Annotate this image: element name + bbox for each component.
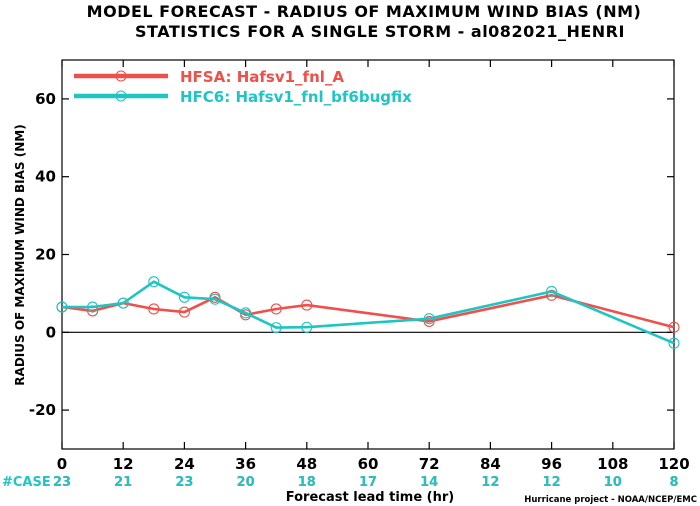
chart-subtitle: STATISTICS FOR A SINGLE STORM - al082021… xyxy=(135,22,625,41)
case-count-1: 12 xyxy=(543,475,561,490)
x-tick-label: 24 xyxy=(174,455,195,473)
x-tick-label: 36 xyxy=(235,455,256,473)
data-point-0 xyxy=(178,306,190,318)
case-count-0: 17 xyxy=(359,475,377,490)
data-point-1 xyxy=(178,291,190,303)
case-count-1: 20 xyxy=(237,475,255,490)
data-point-1 xyxy=(546,285,558,298)
data-point-1 xyxy=(87,301,99,313)
data-point-1 xyxy=(270,322,282,334)
case-count-0: 14 xyxy=(420,475,438,490)
data-point-1 xyxy=(240,307,252,319)
data-point-0 xyxy=(270,303,282,315)
y-tick-label: -20 xyxy=(29,401,56,419)
y-tick-label: 60 xyxy=(35,90,56,108)
x-axis-label: Forecast lead time (hr) xyxy=(286,490,454,505)
legend-marker-1 xyxy=(115,90,127,102)
case-count-0: 10 xyxy=(604,475,622,490)
data-point-0 xyxy=(423,315,435,327)
data-point-1 xyxy=(117,297,129,309)
data-point-1 xyxy=(56,301,68,313)
case-count-1: 18 xyxy=(298,475,316,490)
data-point-0 xyxy=(148,303,160,315)
case-count-0: 12 xyxy=(543,475,561,490)
y-tick-label: 0 xyxy=(46,323,56,341)
case-count-0: 23 xyxy=(53,475,71,490)
case-count-1: 12 xyxy=(481,475,499,490)
case-count-1: 10 xyxy=(604,475,622,490)
x-tick-label: 12 xyxy=(113,455,134,473)
data-point-1 xyxy=(423,313,435,325)
y-tick-label: 20 xyxy=(35,246,56,264)
case-count-1: 8 xyxy=(669,475,678,490)
case-count-1: 21 xyxy=(114,475,132,490)
y-axis-label: RADIUS OF MAXIMUM WIND BIAS (NM) xyxy=(13,124,27,385)
case-count-1: 23 xyxy=(53,475,71,490)
data-point-0 xyxy=(668,321,680,333)
chart-title: MODEL FORECAST - RADIUS OF MAXIMUM WIND … xyxy=(87,2,642,21)
case-count-0: 20 xyxy=(237,475,255,490)
legend-label-1: HFC6: Hafsv1_fnl_bf6bugfix xyxy=(180,88,412,106)
case-label: #CASE xyxy=(2,475,51,490)
x-tick-label: 84 xyxy=(480,455,501,473)
data-point-1 xyxy=(301,321,313,333)
data-point-1 xyxy=(209,293,221,305)
x-tick-label: 120 xyxy=(658,455,689,473)
plot-frame xyxy=(61,59,675,450)
case-count-0: 12 xyxy=(481,475,499,490)
legend-label-0: HFSA: Hafsv1_fnl_A xyxy=(180,68,344,86)
x-tick-label: 60 xyxy=(358,455,379,473)
case-count-0: 18 xyxy=(298,475,316,490)
case-count-1: 17 xyxy=(359,475,377,490)
case-count-1: 23 xyxy=(175,475,193,490)
data-point-0 xyxy=(301,299,313,311)
data-point-1 xyxy=(668,337,680,349)
x-tick-label: 108 xyxy=(597,455,628,473)
case-count-0: 8 xyxy=(669,475,678,490)
x-tick-label: 48 xyxy=(296,455,317,473)
case-count-0: 21 xyxy=(114,475,132,490)
x-tick-label: 96 xyxy=(541,455,562,473)
x-tick-label: 0 xyxy=(57,455,67,473)
credit-text: Hurricane project - NOAA/NCEP/EMC xyxy=(524,495,697,505)
case-count-1: 14 xyxy=(420,475,438,490)
legend-marker-0 xyxy=(115,70,127,82)
x-tick-label: 72 xyxy=(419,455,440,473)
case-count-0: 23 xyxy=(175,475,193,490)
data-point-1 xyxy=(148,276,160,288)
y-tick-label: 40 xyxy=(35,168,56,186)
